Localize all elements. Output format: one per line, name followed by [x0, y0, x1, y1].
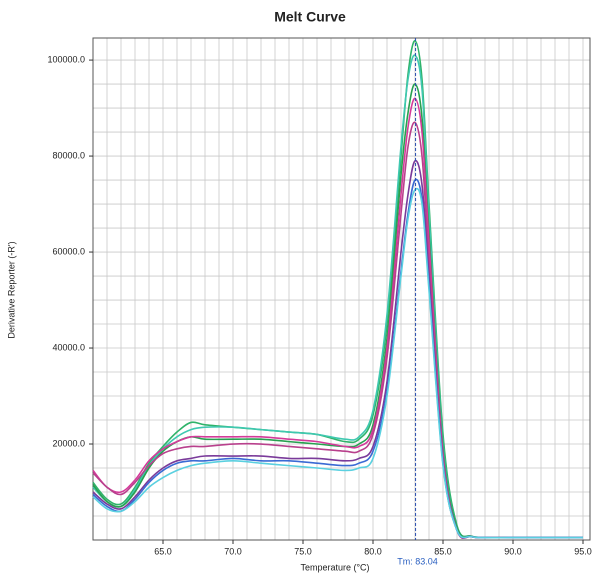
y-axis-label: Derivative Reporter (-R'): [6, 241, 16, 338]
y-tick-label: 60000.0: [52, 246, 85, 256]
x-tick-label: 75.0: [294, 546, 312, 556]
x-tick-label: 90.0: [504, 546, 522, 556]
y-tick-label: 40000.0: [52, 342, 85, 352]
melt-curve: [92, 178, 583, 539]
melt-curve: [92, 187, 583, 539]
y-tick-label: 80000.0: [52, 150, 85, 160]
chart-title: Melt Curve: [274, 9, 346, 25]
melt-curve: [92, 40, 583, 539]
melt-curve: [92, 159, 583, 539]
y-tick-label: 20000.0: [52, 438, 85, 448]
x-tick-label: 70.0: [224, 546, 242, 556]
x-tick-label: 95.0: [574, 546, 592, 556]
y-tick-label: 100000.0: [47, 54, 85, 64]
melt-curve: [92, 97, 583, 540]
x-tick-label: 85.0: [434, 546, 452, 556]
x-tick-label: 65.0: [154, 546, 172, 556]
x-tick-label: 80.0: [364, 546, 382, 556]
plot-frame: [92, 37, 591, 541]
x-axis-label: Temperature (°C): [300, 562, 369, 572]
tm-annotation: Tm: 83.04: [397, 556, 438, 566]
